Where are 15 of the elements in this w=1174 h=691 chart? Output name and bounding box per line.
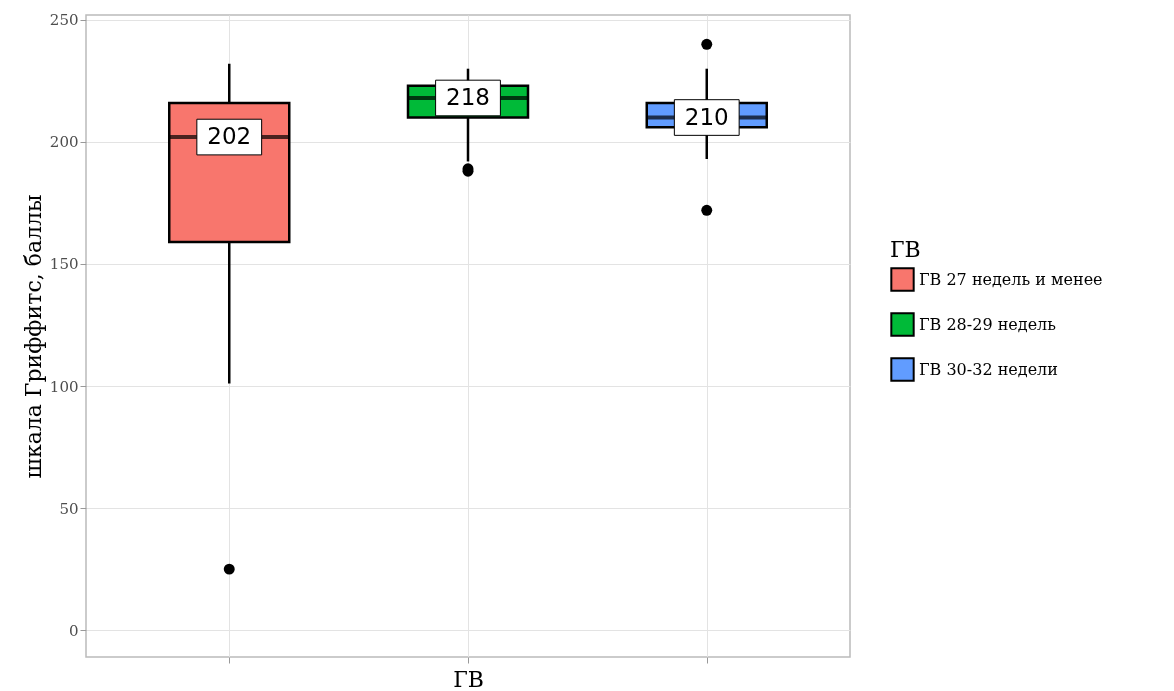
legend-label: ГВ 28-29 недель [919,314,1057,334]
y-axis-title: шкала Гриффитс, баллы [20,194,46,479]
y-tick-label: 150 [49,255,79,274]
y-tick-label: 100 [49,377,79,396]
text: 202 [207,123,252,150]
text: 210 [684,103,729,130]
legend-label: ГВ 30-32 недели [919,359,1058,379]
legend-title: ГВ [890,237,921,262]
y-tick-label: 250 [49,11,79,30]
legend-label: ГВ 27 недель и менее [919,269,1103,289]
y-tick-label: 50 [59,499,79,518]
y-tick-label: 200 [49,133,79,152]
text: 218 [446,84,490,110]
y-tick-label: 0 [68,621,79,640]
x-axis-title: ГВ [453,666,484,691]
